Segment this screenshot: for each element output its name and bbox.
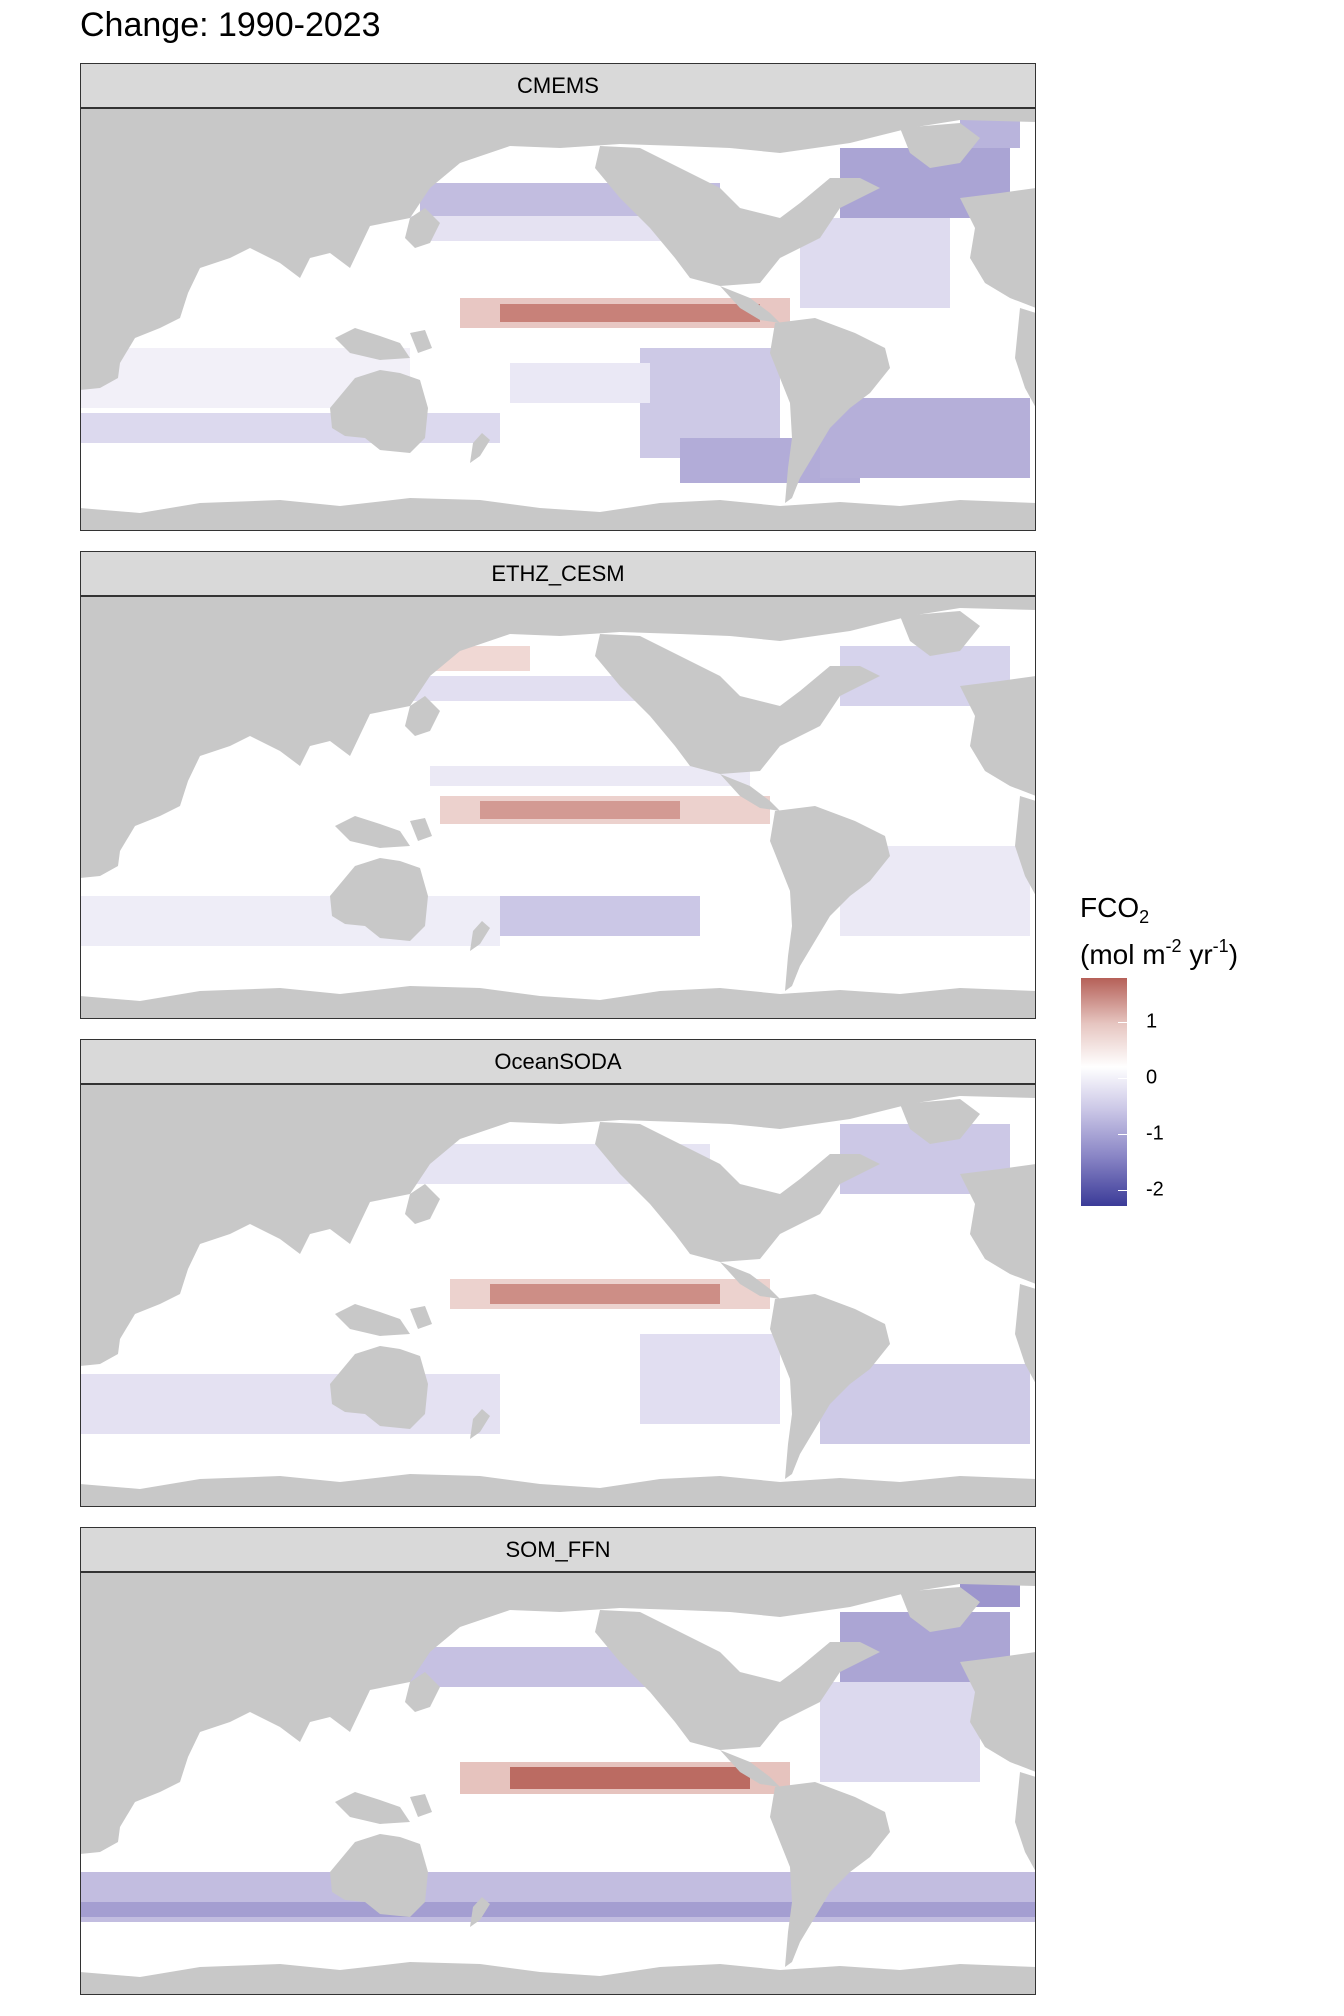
anomaly-cell [820,398,1030,478]
anomaly-cell [510,1767,750,1789]
anomaly-cell [80,1374,500,1434]
anomaly-cell [640,1334,780,1424]
colorbar [1081,978,1127,1206]
anomaly-cell [80,413,500,443]
legend-tick: 1 [1146,1010,1158,1033]
facet-panel-cmems: CMEMS [80,63,1036,533]
anomaly-cell [820,1682,980,1782]
anomaly-cell [500,304,760,322]
anomaly-cell [430,766,750,786]
map [80,1084,1036,1507]
facet-panel-ethz-cesm: ETHZ_CESM [80,551,1036,1021]
map [80,596,1036,1019]
anomaly-cell [490,1284,720,1304]
map [80,108,1036,531]
map [80,1572,1036,1995]
legend: FCO2 (mol m-2 yr-1) 1 0 -1 -2 [1080,890,1330,1220]
facet-strip: CMEMS [80,63,1036,108]
anomaly-cell [80,896,500,946]
anomaly-cell [480,801,680,819]
facet-strip: ETHZ_CESM [80,551,1036,596]
facet-strip: SOM_FFN [80,1527,1036,1572]
legend-tick: -2 [1146,1178,1164,1201]
anomaly-cell [80,1902,1036,1917]
legend-title: FCO2 [1080,892,1150,927]
legend-tick: -1 [1146,1122,1164,1145]
facet-panel-oceansoda: OceanSODA [80,1039,1036,1509]
page-title: Change: 1990-2023 [80,6,381,44]
anomaly-cell [800,218,950,308]
facet-panel-som-ffn: SOM_FFN [80,1527,1036,1997]
legend-units: (mol m-2 yr-1) [1080,936,1239,970]
anomaly-cell [500,896,700,936]
facet-strip: OceanSODA [80,1039,1036,1084]
anomaly-cell [510,363,650,403]
legend-tick: 0 [1146,1066,1158,1089]
